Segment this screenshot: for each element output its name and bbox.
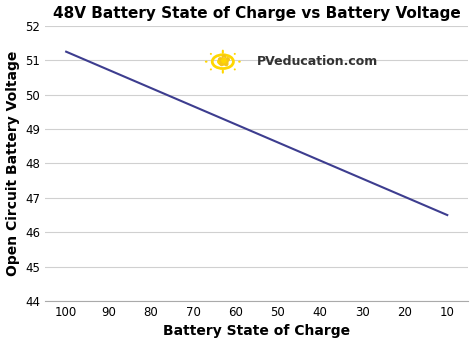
- Circle shape: [218, 58, 228, 65]
- Title: 48V Battery State of Charge vs Battery Voltage: 48V Battery State of Charge vs Battery V…: [53, 6, 461, 21]
- Text: PVeducation.com: PVeducation.com: [257, 55, 378, 68]
- Y-axis label: Open Circuit Battery Voltage: Open Circuit Battery Voltage: [6, 51, 19, 276]
- Text: ✿: ✿: [216, 53, 230, 71]
- X-axis label: Battery State of Charge: Battery State of Charge: [163, 324, 350, 338]
